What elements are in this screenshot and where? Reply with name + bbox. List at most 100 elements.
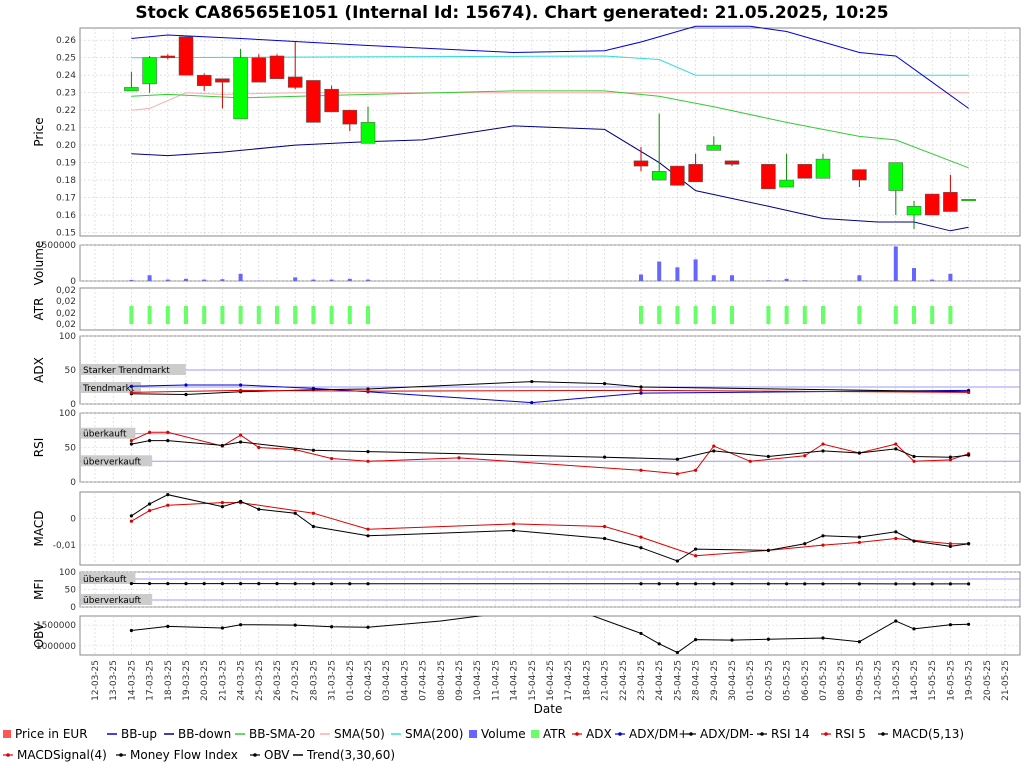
obv-point xyxy=(129,628,133,633)
rsi14-line-point xyxy=(821,449,825,453)
price-y-tick: 0.25 xyxy=(56,54,76,64)
legend-item: Trend(3,30,60) xyxy=(293,748,395,762)
macd-signal-line-point xyxy=(511,522,516,526)
x-tick-label: 28-03-25 xyxy=(309,660,319,701)
mfi-line-point xyxy=(912,582,916,586)
volume-y-tick: 0 xyxy=(70,277,76,287)
x-tick-label: 15-04-25 xyxy=(528,660,538,701)
x-tick-label: 17-04-25 xyxy=(564,660,574,701)
volume-bar xyxy=(730,275,734,281)
rsi5-line-point xyxy=(748,459,752,463)
dm-plus-line xyxy=(131,384,969,404)
candle-body xyxy=(724,160,740,165)
price-y-label: Price xyxy=(32,117,46,146)
obv-point xyxy=(912,627,916,631)
atr-y-label: ATR xyxy=(32,298,46,321)
x-tick-label: 21-05-25 xyxy=(1001,660,1011,701)
x-tick-label: 04-04-25 xyxy=(400,660,410,701)
volume-bar xyxy=(165,279,170,281)
candle-body xyxy=(670,165,685,186)
macd-line-point xyxy=(166,493,170,497)
mfi-line-point xyxy=(348,582,352,586)
mfi-line-point xyxy=(239,582,243,586)
atr-bar xyxy=(784,306,789,324)
obv-point xyxy=(293,623,297,627)
legend-label: MACDSignal(4) xyxy=(17,748,107,762)
dm-plus-line-point xyxy=(184,383,188,387)
dm-plus-line-point xyxy=(639,391,643,395)
rsi5-line-point xyxy=(166,430,170,434)
rsi5-line-point xyxy=(821,442,825,446)
macd-signal-line-point xyxy=(694,554,698,558)
rsi14-line-point xyxy=(857,451,862,455)
legend-marker xyxy=(881,732,885,736)
rsi-panel: 0 50 100 RSI überkauft überverkauft xyxy=(32,409,1021,488)
price-y-tick: 0.26 xyxy=(56,36,76,46)
candle-body xyxy=(142,57,157,85)
rsi5-line-point xyxy=(457,456,461,460)
mfi-y-tick: 50 xyxy=(65,586,77,596)
x-tick-label: 10-04-25 xyxy=(473,660,483,701)
mfi-line-point xyxy=(785,582,789,586)
rsi5-line-point xyxy=(639,468,643,472)
atr-bar xyxy=(275,306,279,324)
mfi-line-point xyxy=(148,581,152,586)
atr-bar xyxy=(347,306,352,324)
x-tick-label: 08-05-25 xyxy=(837,660,847,701)
legend-label: Price in EUR xyxy=(15,727,88,741)
x-tick-label: 25-04-25 xyxy=(673,660,683,701)
obv-series xyxy=(129,616,971,655)
macd-line-point xyxy=(912,539,916,543)
legend-item: RSI 14 xyxy=(757,727,810,741)
candle-body xyxy=(196,74,212,86)
legend-item: Price in EUR xyxy=(3,727,88,741)
x-tick-label: 26-03-25 xyxy=(273,660,283,701)
x-tick-label: 07-04-25 xyxy=(419,660,429,701)
adx-trend-label: Trendmarkt xyxy=(82,384,135,394)
legend-label: SMA(200) xyxy=(405,727,463,741)
x-tick-label: 25-03-25 xyxy=(255,660,265,701)
mfi-line-point xyxy=(857,582,862,586)
atr-bar xyxy=(311,306,316,324)
legend-item: ADX xyxy=(572,727,612,741)
rsi5-line-point xyxy=(948,458,953,462)
atr-y-tick: 0,02 xyxy=(56,297,76,307)
candle-body xyxy=(342,109,358,125)
price-y-tick: 0.22 xyxy=(56,106,76,116)
rsi14-line-point xyxy=(311,448,315,452)
legend-label: BB-down xyxy=(178,727,231,741)
x-tick-label: 28-04-25 xyxy=(692,660,702,701)
rsi-overbought-label: überkauft xyxy=(83,430,127,440)
macd-y-tick: -0,01 xyxy=(53,541,76,551)
rsi14-line-point xyxy=(220,443,224,448)
price-y-tick: 0.23 xyxy=(56,89,76,99)
volume-y-tick: 500000 xyxy=(42,241,77,251)
mfi-line-point xyxy=(766,582,771,586)
mfi-y-label: MFI xyxy=(32,579,46,600)
rsi-y-label: RSI xyxy=(32,438,46,458)
macd-line-point xyxy=(366,534,370,538)
macd-line-point xyxy=(511,528,516,533)
volume-bar xyxy=(366,279,370,281)
volume-bar xyxy=(893,246,898,281)
mfi-line-point xyxy=(657,582,661,586)
legend-item: Volume xyxy=(469,727,526,741)
price-y-tick: 0.15 xyxy=(56,229,76,239)
atr-bar xyxy=(256,306,261,324)
volume-bar xyxy=(675,267,680,281)
atr-bar xyxy=(202,306,207,324)
x-tick-label: 19-03-25 xyxy=(182,660,192,701)
x-tick-label: 18-03-25 xyxy=(164,660,174,701)
dm-minus-line-point xyxy=(603,382,607,386)
legend-bg xyxy=(0,724,1024,768)
macd-signal-line-point xyxy=(366,527,370,531)
candle-body xyxy=(852,169,867,181)
mfi-overbought-label-bg xyxy=(81,573,136,584)
macd-line-point xyxy=(220,505,224,509)
volume-bar xyxy=(202,279,207,281)
atr-bar xyxy=(165,306,170,324)
macd-signal-line-point xyxy=(857,540,862,545)
mfi-line-point xyxy=(220,582,224,586)
